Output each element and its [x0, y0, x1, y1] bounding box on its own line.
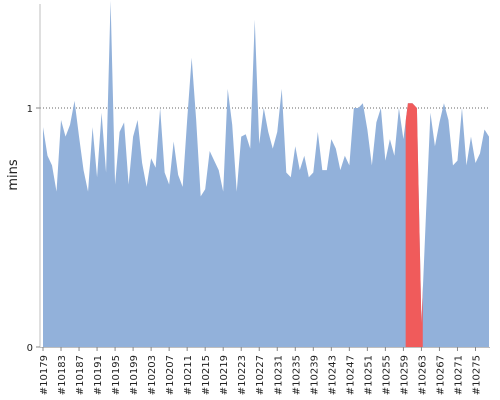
x-tick-label: #10223: [237, 355, 248, 395]
highlighted-segment: [405, 103, 423, 347]
x-tick-label: #10191: [93, 355, 104, 395]
x-tick-label: #10255: [381, 355, 392, 395]
y-axis-title: mins: [6, 159, 21, 191]
x-tick-label: #10231: [273, 355, 284, 395]
x-tick-label: #10207: [165, 355, 176, 395]
y-ticks: 01: [27, 104, 40, 354]
area-layer: [43, 0, 489, 347]
x-tick-label: #10179: [39, 355, 50, 395]
x-tick-label: #10183: [57, 355, 68, 395]
x-tick-label: #10215: [201, 355, 212, 395]
x-tick-label: #10263: [417, 355, 428, 395]
y-tick-label: 1: [27, 104, 33, 115]
x-tick-label: #10203: [147, 355, 158, 395]
x-ticks: #10179 #10183 #10187 #10191 #10195 #10199 #102…: [39, 347, 482, 395]
x-tick-label: #10195: [111, 355, 122, 395]
series-area: [43, 0, 489, 347]
x-tick-label: #10199: [129, 355, 140, 395]
x-tick-label: #10227: [255, 355, 266, 395]
y-tick-label: 0: [27, 343, 33, 354]
x-tick-label: #10239: [309, 355, 320, 395]
x-tick-label: #10235: [291, 355, 302, 395]
x-tick-label: #10275: [471, 355, 482, 395]
x-tick-label: #10251: [363, 355, 374, 395]
x-tick-label: #10243: [327, 355, 338, 395]
x-tick-label: #10219: [219, 355, 230, 395]
x-tick-label: #10187: [75, 355, 86, 395]
x-tick-label: #10247: [345, 355, 356, 395]
x-tick-label: #10211: [183, 355, 194, 395]
x-tick-label: #10271: [453, 355, 464, 395]
x-tick-label: #10267: [435, 355, 446, 395]
x-tick-label: #10259: [399, 355, 410, 395]
